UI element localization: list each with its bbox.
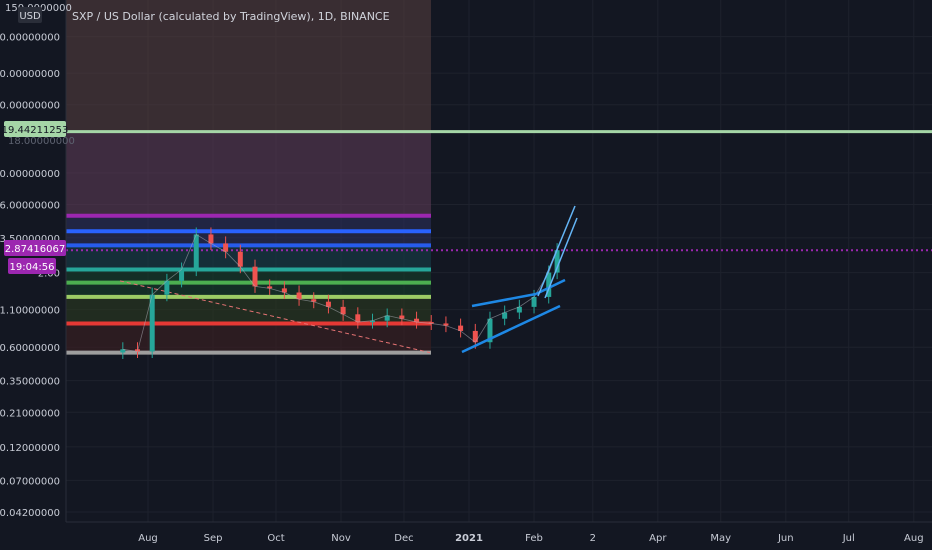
time-tick-label: Dec bbox=[394, 533, 413, 544]
price-tick-label: 2.00 bbox=[38, 269, 60, 280]
time-axis[interactable]: Aug Sep Oct Nov Dec 2021 Feb 2 Apr May Jun Jul Aug bbox=[138, 533, 923, 544]
zone-lime bbox=[66, 296, 431, 324]
candle-body bbox=[531, 296, 537, 307]
time-tick-label: Nov bbox=[331, 533, 351, 544]
candle-body bbox=[311, 299, 317, 302]
candle-body bbox=[193, 234, 199, 270]
trendlines[interactable] bbox=[461, 205, 578, 354]
price-tick-label: 10.00000000 bbox=[0, 169, 60, 180]
price-tick-label: 30.00000000 bbox=[0, 101, 60, 112]
resistance-price-badge bbox=[4, 121, 66, 137]
time-tick-label: Apr bbox=[649, 533, 667, 544]
currency-badge[interactable] bbox=[18, 7, 42, 23]
price-tick-label: 0.12000000 bbox=[0, 443, 60, 454]
candle-body bbox=[458, 325, 464, 331]
candle-body bbox=[281, 288, 287, 293]
channel-upper-line[interactable] bbox=[471, 292, 537, 308]
price-tick-label: 3.50000000 bbox=[0, 234, 60, 245]
price-tick-label: 1.10000000 bbox=[0, 306, 60, 317]
time-tick-label: Aug bbox=[904, 533, 924, 544]
price-tick-label: 0.21000000 bbox=[0, 408, 60, 419]
countdown-badge bbox=[8, 258, 56, 274]
time-tick-label: Jun bbox=[777, 533, 794, 544]
price-tick-label: 0.60000000 bbox=[0, 343, 60, 354]
price-tick-label: 0.35000000 bbox=[0, 377, 60, 388]
last-price-text: 2.87416067 bbox=[5, 244, 65, 255]
candle-body bbox=[164, 280, 170, 295]
candle-body bbox=[325, 301, 331, 307]
time-tick-label: 2 bbox=[590, 533, 596, 544]
price-series bbox=[120, 227, 560, 360]
countdown-text: 19:04:56 bbox=[10, 262, 55, 273]
price-label-behind-badge: 18.00000000 bbox=[8, 136, 75, 147]
zone-purple bbox=[66, 131, 431, 216]
price-tick-label: 0.07000000 bbox=[0, 476, 60, 487]
price-tick-label: 50.00000000 bbox=[0, 69, 60, 80]
currency-label: USD bbox=[19, 11, 41, 22]
fib-zones bbox=[66, 0, 431, 353]
last-price-badge bbox=[4, 240, 66, 256]
zone-red bbox=[66, 323, 431, 353]
candle-body bbox=[554, 250, 560, 273]
candle-body bbox=[428, 322, 434, 324]
breakout-line[interactable] bbox=[537, 205, 576, 297]
time-tick-label: 2021 bbox=[455, 533, 483, 544]
candle-body bbox=[120, 349, 126, 353]
candle-body bbox=[237, 251, 243, 267]
candle-body bbox=[414, 318, 420, 323]
candle-body bbox=[546, 272, 552, 297]
time-tick-label: May bbox=[710, 533, 731, 544]
channel-lower-line[interactable] bbox=[461, 304, 561, 354]
zone-top bbox=[66, 0, 431, 132]
candle-body bbox=[179, 269, 185, 281]
price-tick-label: 6.00000000 bbox=[0, 200, 60, 211]
candle-body bbox=[252, 266, 258, 287]
chart-title: SXP / US Dollar (calculated by TradingVi… bbox=[72, 10, 390, 23]
time-tick-label: Feb bbox=[525, 533, 543, 544]
candle-body bbox=[208, 234, 214, 244]
channel-upper-line[interactable] bbox=[535, 278, 566, 296]
candle-body bbox=[384, 315, 390, 321]
price-tick-label: 0.04200000 bbox=[0, 508, 60, 519]
breakout-line[interactable] bbox=[544, 217, 578, 299]
price-tick-label: 90.00000000 bbox=[0, 33, 60, 44]
price-axis[interactable]: 90.00000000 50.00000000 30.00000000 10.0000… bbox=[0, 33, 60, 519]
candle-body bbox=[149, 294, 155, 352]
horizontal-levels bbox=[66, 130, 932, 355]
zone-teal bbox=[66, 245, 431, 270]
resistance-price-text: 19.44211253 bbox=[2, 125, 69, 136]
candle-body bbox=[355, 314, 361, 323]
time-tick-label: Aug bbox=[138, 533, 158, 544]
candle-body bbox=[472, 330, 478, 343]
candle-body bbox=[369, 320, 375, 323]
time-tick-label: Sep bbox=[204, 533, 223, 544]
candle-body bbox=[516, 306, 522, 313]
time-tick-label: Oct bbox=[267, 533, 284, 544]
candle-body bbox=[502, 312, 508, 319]
candle-body bbox=[223, 243, 229, 252]
candle-body bbox=[399, 315, 405, 319]
candle-body bbox=[487, 318, 493, 343]
candle-body bbox=[267, 286, 273, 289]
candle-body bbox=[296, 292, 302, 300]
close-line bbox=[122, 233, 558, 352]
time-tick-label: Jul bbox=[842, 533, 855, 544]
candle-body bbox=[443, 323, 449, 326]
candle-body bbox=[340, 306, 346, 315]
